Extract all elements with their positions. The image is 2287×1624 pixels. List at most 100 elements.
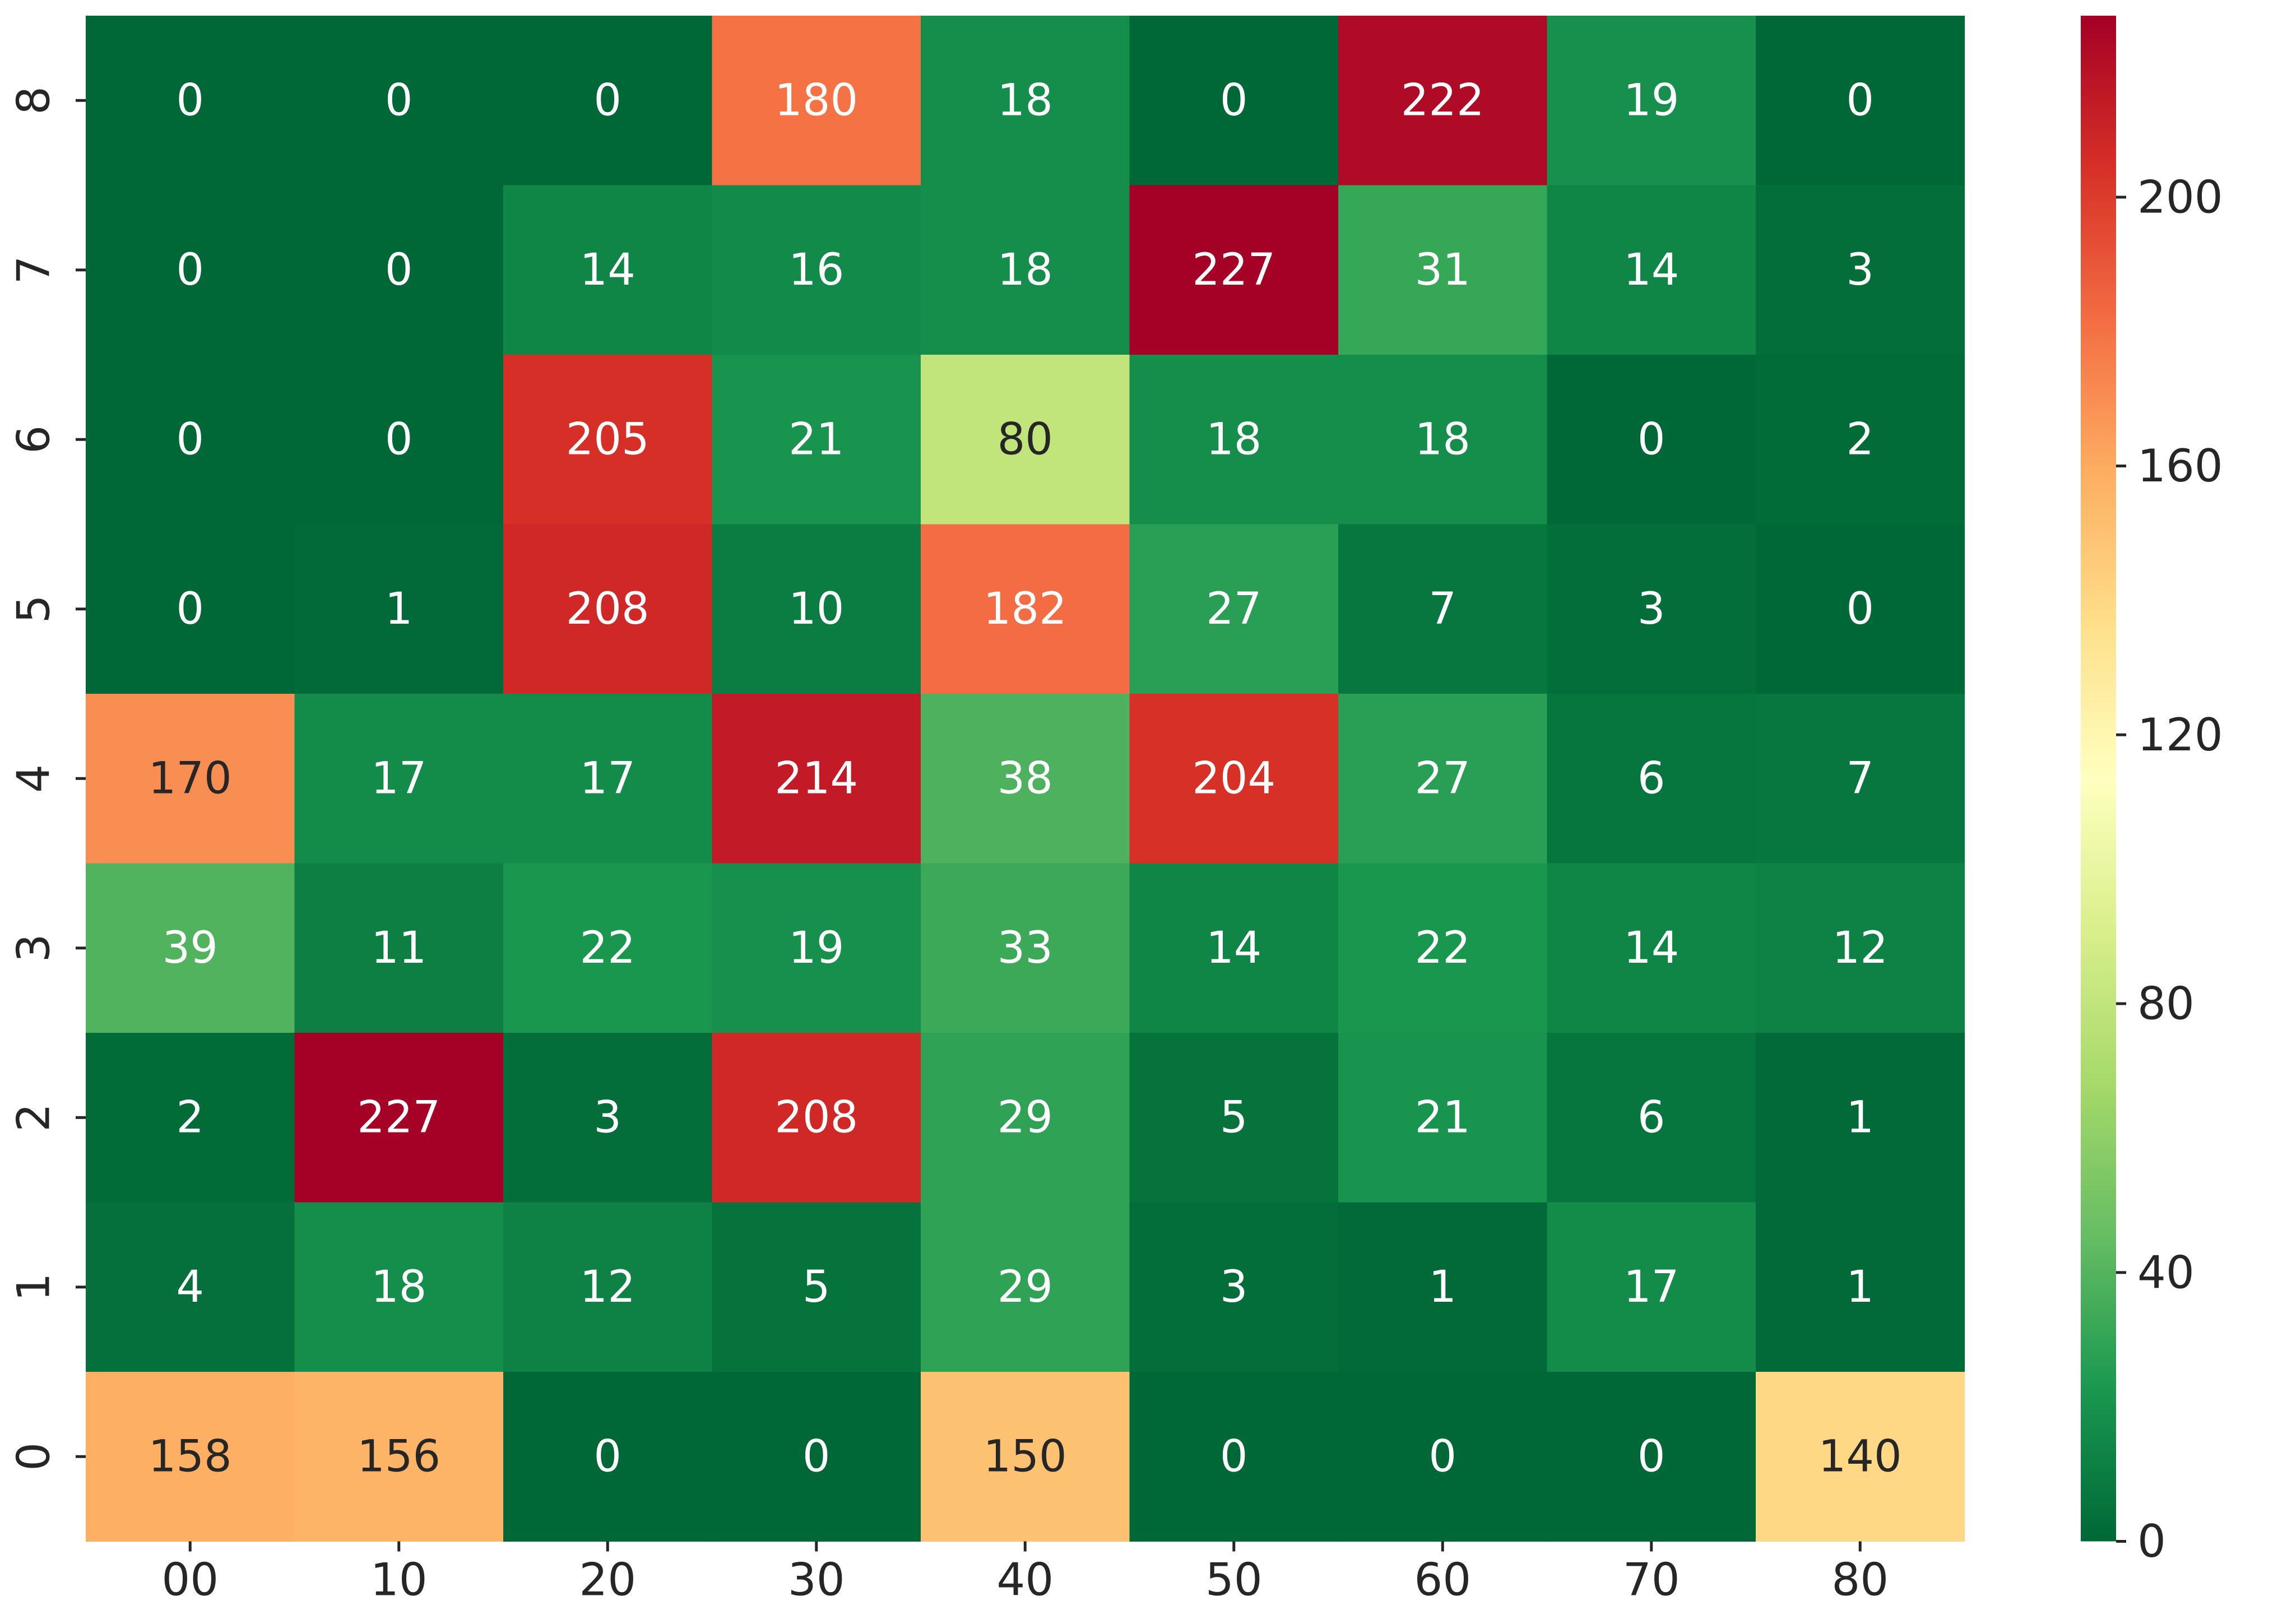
x-tick-label: 50 xyxy=(1205,1554,1263,1606)
cell-value-label: 29 xyxy=(998,1092,1053,1143)
x-tick-label: 30 xyxy=(788,1554,845,1606)
cell-value-label: 0 xyxy=(176,414,204,465)
cell-value-label: 0 xyxy=(1637,414,1666,465)
cell-value-label: 0 xyxy=(1846,75,1874,126)
heatmap-cell-r8-c70 xyxy=(1547,16,1756,186)
heatmap-cell-r1-c70 xyxy=(1547,1202,1756,1372)
heatmap-cell-r1-c10 xyxy=(294,1202,504,1372)
colorbar-tick-label: 120 xyxy=(2137,709,2223,761)
cell-value-label: 33 xyxy=(998,923,1053,973)
heatmap-cell-r1-c00 xyxy=(86,1202,295,1372)
y-tick-label: 0 xyxy=(8,1442,60,1471)
cell-value-label: 3 xyxy=(1220,1262,1248,1312)
heatmap-cell-r1-c80 xyxy=(1756,1202,1965,1372)
heatmap-cell-r3-c70 xyxy=(1547,863,1756,1033)
heatmap-cell-r2-c80 xyxy=(1756,1033,1965,1203)
y-axis: 8 7 6 5 4 3 2 1 0 xyxy=(8,86,86,1471)
cell-value-label: 18 xyxy=(1415,414,1470,465)
cell-value-label: 7 xyxy=(1428,584,1456,634)
x-tick-label: 40 xyxy=(996,1554,1054,1606)
heatmap-cell-r3-c30 xyxy=(712,863,921,1033)
heatmap-cell-r0-c60 xyxy=(1338,1372,1548,1542)
y-tick-label: 2 xyxy=(8,1103,60,1132)
cell-value-label: 0 xyxy=(1220,1431,1248,1482)
heatmap-cell-r5-c70 xyxy=(1547,524,1756,694)
heatmap-cell-r4-c00 xyxy=(86,694,295,864)
heatmap-cell-r1-c20 xyxy=(503,1202,713,1372)
heatmap-cell-r4-c40 xyxy=(921,694,1130,864)
heatmap-cell-r6-c10 xyxy=(294,355,504,525)
cell-value-label: 0 xyxy=(593,75,621,126)
heatmap-cell-r4-c80 xyxy=(1756,694,1965,864)
cell-value-label: 11 xyxy=(371,923,426,973)
x-tick-label: 00 xyxy=(161,1554,219,1606)
cell-value-label: 18 xyxy=(998,75,1053,126)
x-tick-label: 80 xyxy=(1831,1554,1889,1606)
cell-value-label: 39 xyxy=(163,923,218,973)
heatmap-cell-r0-c70 xyxy=(1547,1372,1756,1542)
heatmap-cell-r8-c20 xyxy=(503,16,713,186)
cell-value-label: 5 xyxy=(802,1262,831,1312)
heatmap-cell-r6-c30 xyxy=(712,355,921,525)
cell-value-label: 140 xyxy=(1819,1431,1902,1482)
heatmap-cell-r6-c40 xyxy=(921,355,1130,525)
heatmap-cell-r7-c60 xyxy=(1338,185,1548,355)
cell-value-label: 2 xyxy=(176,1092,204,1143)
cell-value-label: 150 xyxy=(984,1431,1067,1482)
cell-value-label: 0 xyxy=(385,414,413,465)
colorbar-tick-label: 160 xyxy=(2137,440,2223,492)
cell-value-label: 22 xyxy=(1415,923,1470,973)
heatmap-cell-r8-c80 xyxy=(1756,16,1965,186)
cell-value-label: 19 xyxy=(1623,75,1679,126)
colorbar-tick-label: 40 xyxy=(2137,1246,2195,1298)
y-tick-label: 7 xyxy=(8,256,60,284)
x-tick-label: 70 xyxy=(1623,1554,1680,1606)
cell-value-label: 2 xyxy=(1846,414,1874,465)
cell-value-label: 14 xyxy=(1623,245,1679,295)
cell-value-label: 0 xyxy=(385,245,413,295)
heatmap-cell-r3-c10 xyxy=(294,863,504,1033)
heatmap-cell-r4-c70 xyxy=(1547,694,1756,864)
heatmap-cell-r3-c80 xyxy=(1756,863,1965,1033)
heatmap-cell-r7-c80 xyxy=(1756,185,1965,355)
cell-value-label: 0 xyxy=(176,75,204,126)
heatmap-cell-r1-c60 xyxy=(1338,1202,1548,1372)
heatmap-cell-r8-c10 xyxy=(294,16,504,186)
cell-value-label: 18 xyxy=(998,245,1053,295)
cell-value-label: 0 xyxy=(176,245,204,295)
heatmap-cell-r5-c40 xyxy=(921,524,1130,694)
cell-value-label: 1 xyxy=(1846,1262,1874,1312)
colorbar-tick-label: 200 xyxy=(2137,171,2223,223)
heatmap-cell-r7-c70 xyxy=(1547,185,1756,355)
heatmap-cell-r5-c10 xyxy=(294,524,504,694)
heatmap-cell-r7-c10 xyxy=(294,185,504,355)
cell-value-label: 0 xyxy=(1220,75,1248,126)
cell-value-label: 1 xyxy=(385,584,413,634)
cell-value-label: 80 xyxy=(998,414,1053,465)
heatmap-cell-r0-c00 xyxy=(86,1372,295,1542)
cell-value-label: 205 xyxy=(566,414,650,465)
cell-value-label: 222 xyxy=(1401,75,1485,126)
cell-value-label: 227 xyxy=(357,1092,440,1143)
cell-value-label: 4 xyxy=(176,1262,204,1312)
heatmap-cell-r8-c40 xyxy=(921,16,1130,186)
cell-value-label: 22 xyxy=(580,923,635,973)
y-tick-label: 4 xyxy=(8,764,60,793)
heatmap-cell-r0-c10 xyxy=(294,1372,504,1542)
heatmap-cell-r2-c40 xyxy=(921,1033,1130,1203)
heatmap-cell-r6-c80 xyxy=(1756,355,1965,525)
heatmap-cell-r5-c60 xyxy=(1338,524,1548,694)
heatmap-cell-r0-c80 xyxy=(1756,1372,1965,1542)
heatmap-cell-r6-c50 xyxy=(1129,355,1339,525)
heatmap-cell-r8-c00 xyxy=(86,16,295,186)
x-axis: 00 10 20 30 40 50 60 70 80 xyxy=(161,1541,1889,1606)
heatmap-cell-r4-c10 xyxy=(294,694,504,864)
heatmap-cell-r2-c30 xyxy=(712,1033,921,1203)
cell-value-label: 19 xyxy=(788,923,844,973)
cell-value-label: 182 xyxy=(984,584,1067,634)
cell-value-label: 170 xyxy=(149,753,232,804)
heatmap-cell-r2-c00 xyxy=(86,1033,295,1203)
cell-value-label: 1 xyxy=(1846,1092,1874,1143)
